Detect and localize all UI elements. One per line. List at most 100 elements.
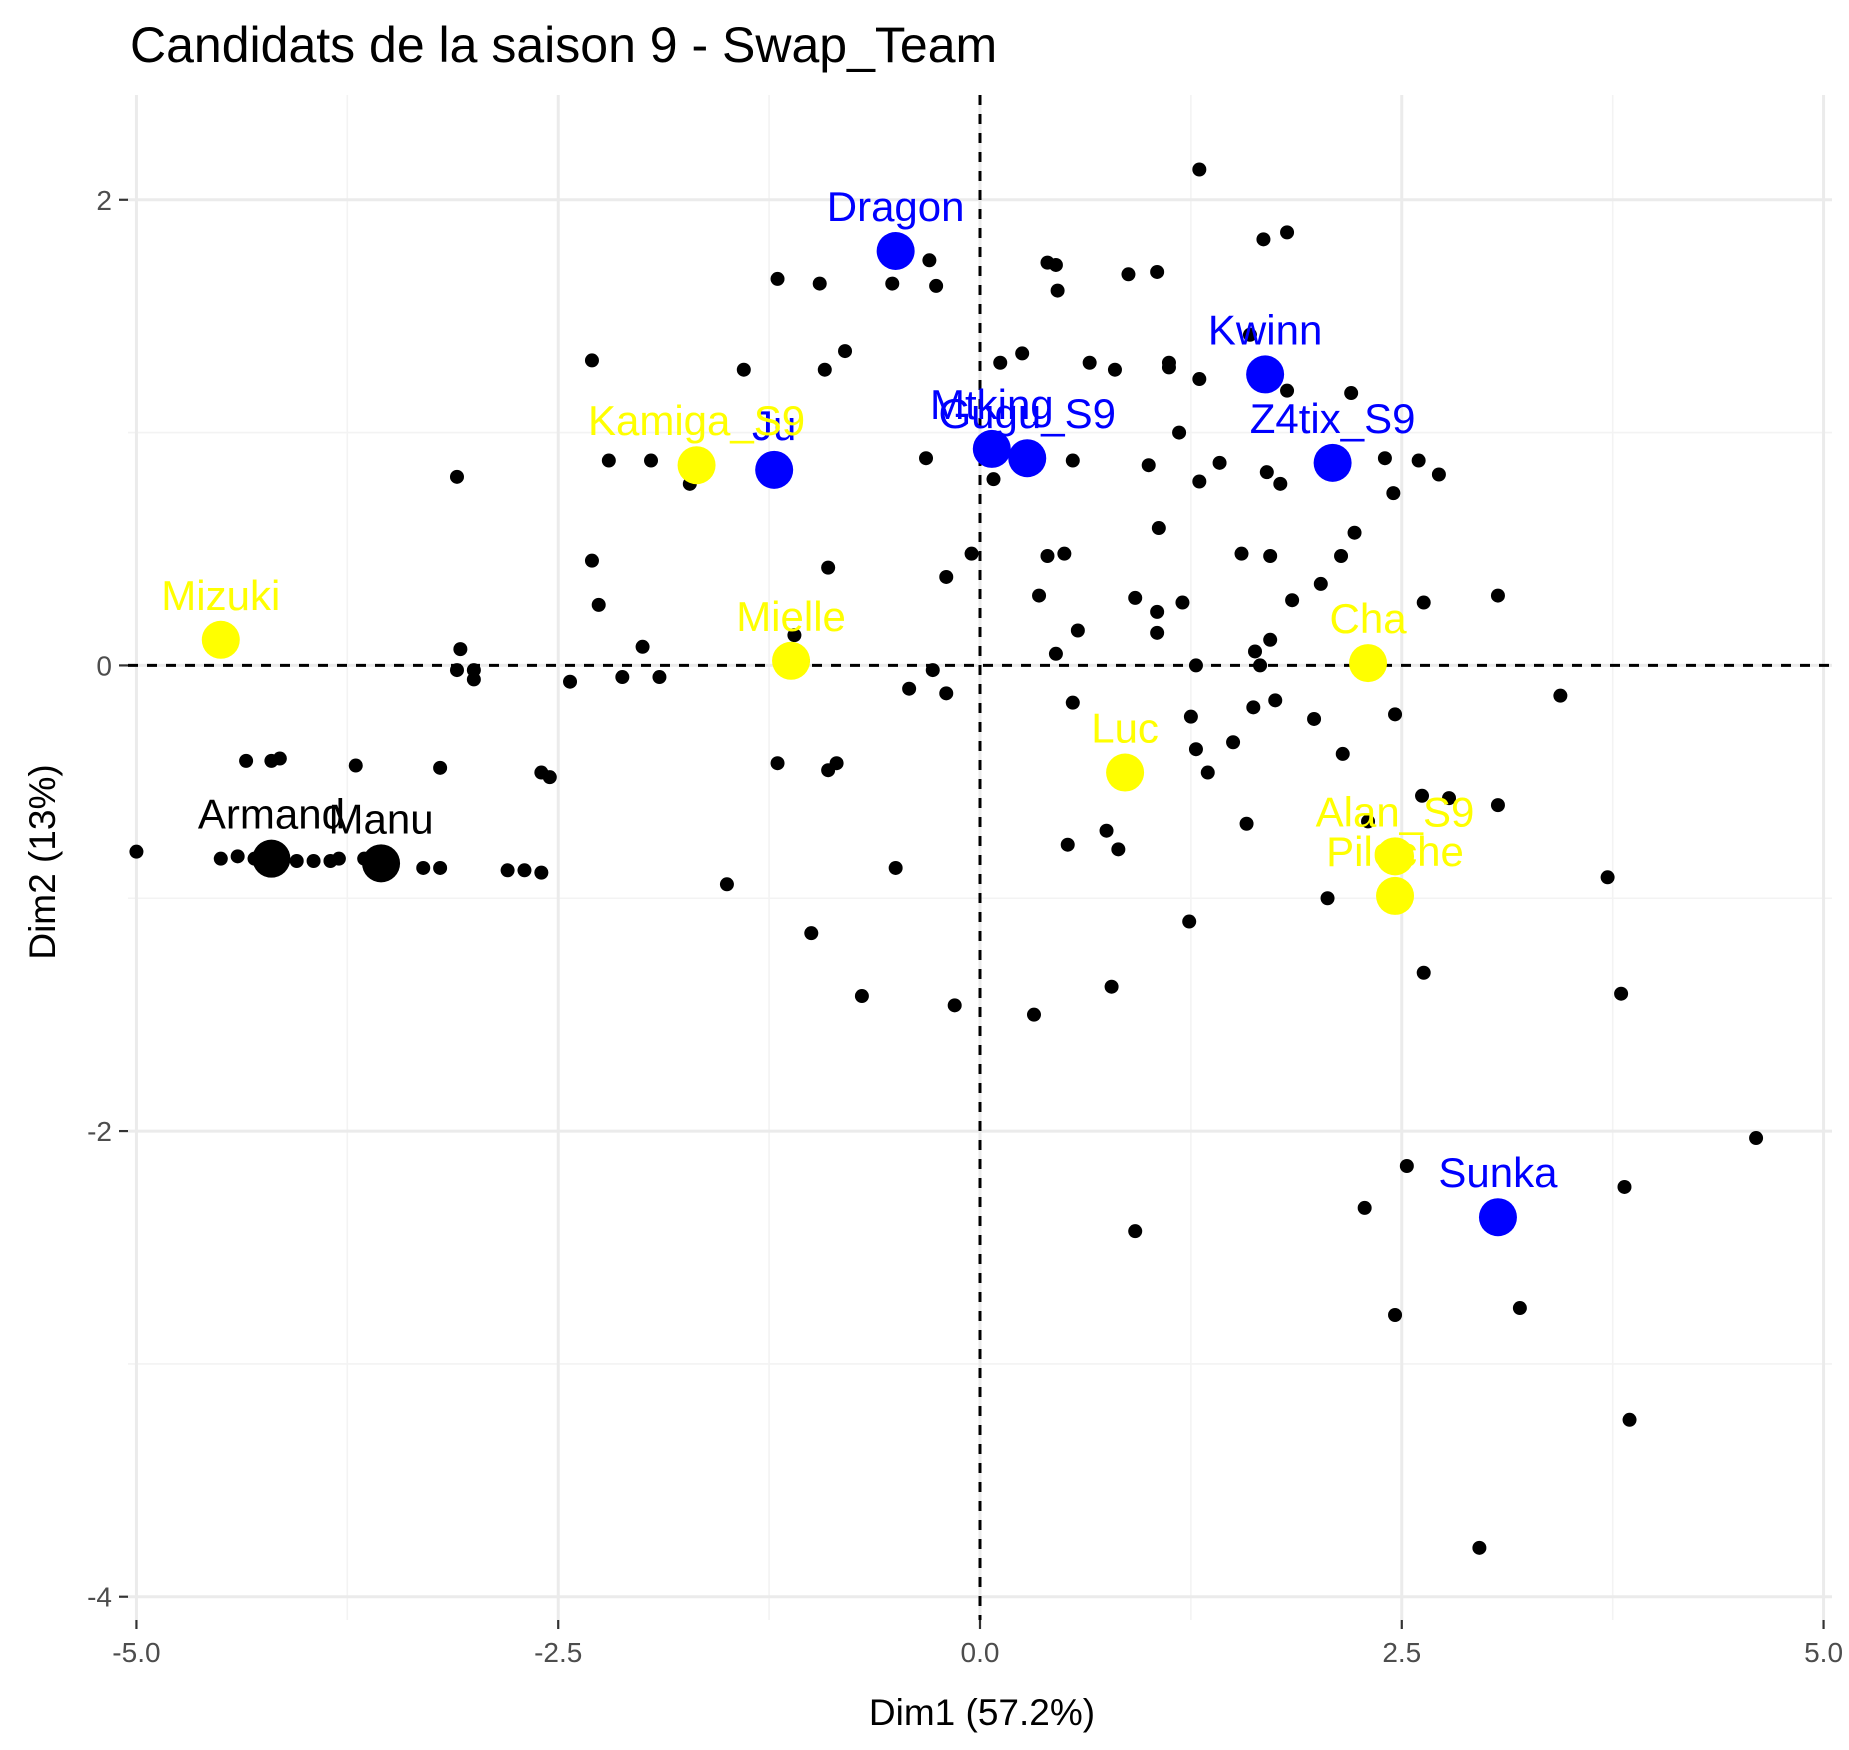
reference-lines [128,95,1832,1620]
data-point [601,453,616,468]
y-tick-label: 0 [96,650,112,681]
data-point [1253,658,1268,673]
data-point [306,853,321,868]
data-point [591,597,606,612]
data-point [466,672,481,687]
highlighted-point [252,839,291,878]
y-tick-label: -4 [87,1582,112,1613]
data-point [1107,362,1122,377]
data-point [1050,283,1065,298]
data-point [1490,588,1505,603]
data-point [1192,372,1207,387]
data-point [1307,711,1322,726]
data-point [1172,425,1187,440]
data-point [1335,746,1350,761]
data-point [1600,870,1615,885]
data-point [1070,623,1085,638]
highlighted-point [1313,443,1352,482]
data-point [416,860,431,875]
data-point [986,472,1001,487]
data-point [1200,765,1215,780]
data-point [1388,1308,1403,1322]
data-point [1749,1131,1764,1146]
data-point [1415,788,1430,803]
point-label: Alan_S9 [1316,788,1475,835]
highlighted-points [201,231,1517,1237]
x-tick-label: -5.0 [112,1637,160,1668]
data-point [1175,595,1190,610]
data-point [1347,525,1362,540]
data-point [213,851,228,866]
x-tick-label: 0.0 [961,1637,1000,1668]
data-point [829,756,844,771]
data-point [1128,1224,1143,1239]
data-point [563,674,578,689]
point-label: Mtking [930,381,1054,428]
data-point [615,670,630,685]
data-point [534,865,549,880]
data-point [838,344,853,359]
data-point [1150,604,1165,619]
point-label: Sunka [1438,1149,1558,1196]
point-label: Gugu_S9 [938,390,1115,437]
data-point [1614,986,1629,1001]
highlighted-point [1349,644,1388,683]
data-point [1188,742,1203,757]
data-point [1273,476,1288,491]
data-point [885,276,900,291]
data-point [1377,451,1392,466]
data-point [925,663,940,678]
point-label: Piloche [1326,828,1464,875]
data-point [1399,1158,1414,1173]
data-point [1212,455,1227,470]
data-point [289,853,304,868]
data-point [652,670,667,685]
data-point [902,681,917,696]
point-label: Kwinn [1208,306,1322,353]
highlighted-point [1376,876,1415,915]
data-point [804,926,819,941]
data-point [964,546,979,561]
data-point [770,271,785,286]
data-point [1357,1200,1372,1215]
data-point [719,877,734,892]
data-point [1280,225,1295,240]
highlighted-point [362,844,401,883]
data-point [1553,688,1568,703]
data-point [1280,383,1295,398]
data-point [1344,386,1359,401]
data-point [1386,486,1401,501]
data-point [449,469,464,484]
data-point [500,863,515,878]
data-point [1150,625,1165,640]
data-point [230,849,245,864]
data-point [1026,1007,1041,1022]
highlighted-point [772,641,811,680]
point-label: Dragon [827,183,965,230]
point-label: Ju [752,402,796,449]
y-axis-title: Dim2 (13%) [22,764,63,959]
data-point [1099,823,1114,838]
data-point [1313,576,1328,591]
data-point [1150,264,1165,279]
data-point [1431,467,1446,482]
data-point [644,453,659,468]
data-point [1065,695,1080,710]
data-point [1268,693,1283,708]
data-point [1151,521,1166,536]
data-point [1263,548,1278,563]
data-point [770,756,785,771]
highlighted-point [201,620,240,659]
data-point [1082,355,1097,370]
data-point [1111,842,1126,857]
data-point [736,362,751,377]
point-label: Luc [1091,705,1159,752]
data-point [821,560,836,575]
data-point [584,553,599,568]
data-point [1040,548,1055,563]
data-point [1032,588,1047,603]
x-tick-label: 5.0 [1804,1637,1843,1668]
